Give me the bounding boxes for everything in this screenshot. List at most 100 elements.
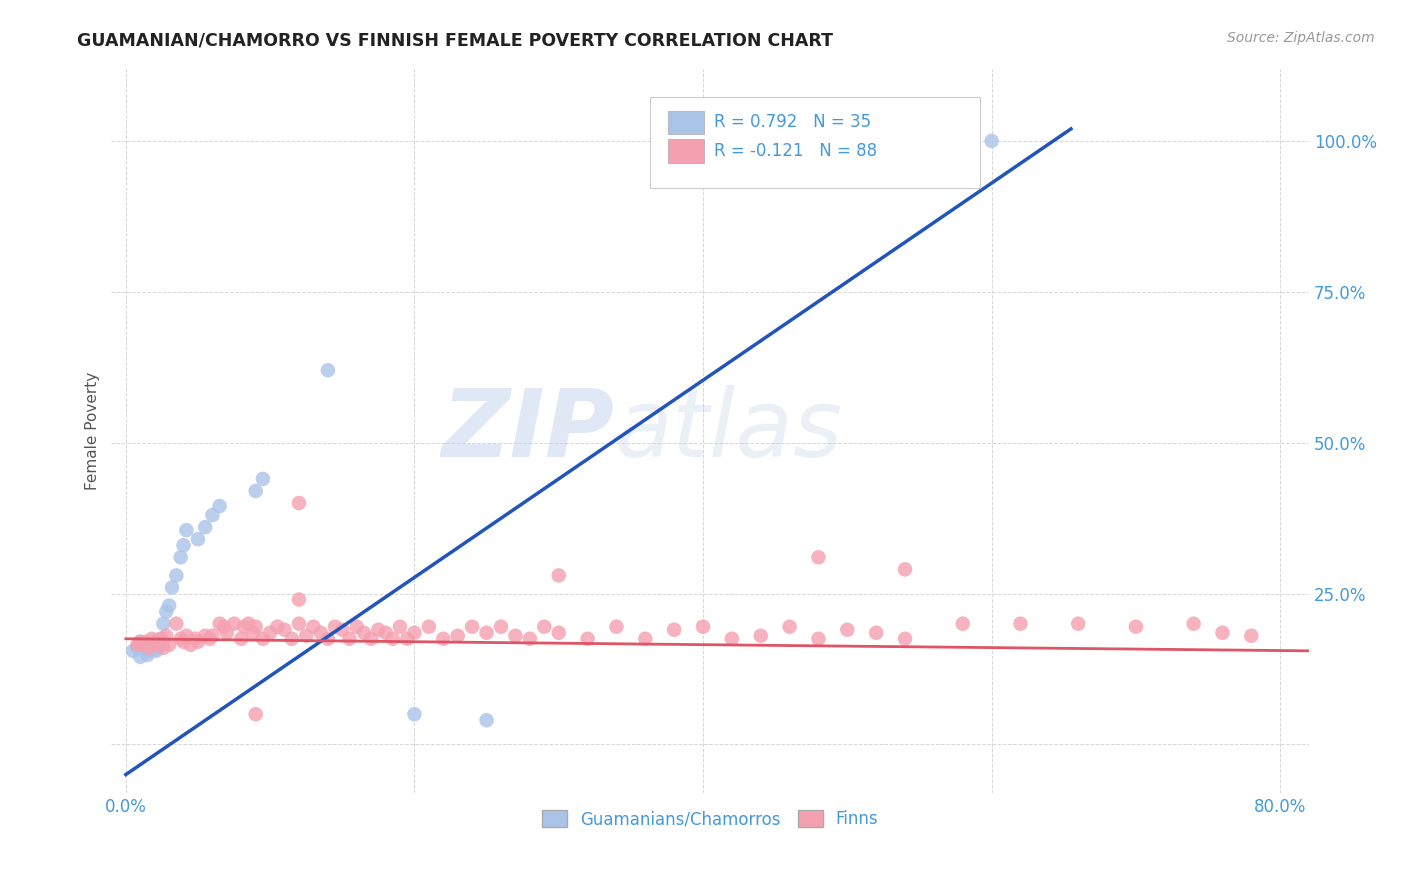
Legend: Guamanians/Chamorros, Finns: Guamanians/Chamorros, Finns xyxy=(536,804,886,835)
Point xyxy=(807,550,830,565)
Point xyxy=(187,532,209,546)
Point xyxy=(132,638,155,652)
Point xyxy=(141,636,163,650)
Point xyxy=(576,632,599,646)
Point xyxy=(145,644,167,658)
Point xyxy=(396,632,419,646)
Point xyxy=(1067,616,1090,631)
Point xyxy=(157,638,180,652)
Point xyxy=(519,632,541,646)
Point xyxy=(155,605,177,619)
Point xyxy=(252,632,274,646)
Point xyxy=(721,632,744,646)
Point xyxy=(139,644,162,658)
Point xyxy=(533,620,555,634)
FancyBboxPatch shape xyxy=(668,111,704,134)
Point xyxy=(194,629,217,643)
Point xyxy=(149,632,172,646)
Point xyxy=(692,620,714,634)
Point xyxy=(127,638,149,652)
Point xyxy=(353,625,375,640)
Point xyxy=(157,599,180,613)
Point xyxy=(173,634,195,648)
Point xyxy=(150,632,173,646)
Point xyxy=(215,625,238,640)
Point xyxy=(222,616,245,631)
Point xyxy=(323,620,346,634)
Text: GUAMANIAN/CHAMORRO VS FINNISH FEMALE POVERTY CORRELATION CHART: GUAMANIAN/CHAMORRO VS FINNISH FEMALE POV… xyxy=(77,31,834,49)
Point xyxy=(1182,616,1205,631)
Point xyxy=(252,472,274,486)
Point xyxy=(309,625,332,640)
Point xyxy=(135,634,157,648)
Point xyxy=(404,707,426,722)
Point xyxy=(475,713,498,727)
Point xyxy=(330,623,353,637)
Point xyxy=(662,623,685,637)
Point xyxy=(132,638,155,652)
Point xyxy=(634,632,657,646)
Point xyxy=(184,632,207,646)
Point xyxy=(129,634,152,648)
Point xyxy=(146,634,169,648)
Point xyxy=(170,632,193,646)
Point xyxy=(122,644,145,658)
Point xyxy=(367,623,389,637)
Point xyxy=(242,625,264,640)
Point xyxy=(165,616,187,631)
Point xyxy=(208,499,231,513)
Point xyxy=(475,625,498,640)
Point xyxy=(129,649,152,664)
Point xyxy=(138,640,160,655)
Point xyxy=(404,625,426,640)
Point xyxy=(360,632,382,646)
Point xyxy=(198,632,221,646)
Point xyxy=(173,538,195,552)
Point xyxy=(489,620,512,634)
Point xyxy=(837,623,859,637)
Point xyxy=(245,620,267,634)
Point xyxy=(152,616,174,631)
Point xyxy=(1211,625,1233,640)
Text: ZIP: ZIP xyxy=(441,384,614,476)
Y-axis label: Female Poverty: Female Poverty xyxy=(86,371,100,490)
Point xyxy=(295,629,318,643)
Point xyxy=(302,620,325,634)
Point xyxy=(142,640,165,654)
Point xyxy=(288,592,311,607)
Point xyxy=(212,620,235,634)
Point xyxy=(952,616,974,631)
Point xyxy=(779,620,801,634)
Point xyxy=(231,632,253,646)
Point xyxy=(418,620,440,634)
Point xyxy=(141,632,163,646)
Point xyxy=(152,640,174,655)
Point xyxy=(749,629,772,643)
Point xyxy=(136,648,159,662)
Point xyxy=(316,632,339,646)
Point xyxy=(346,620,368,634)
Point xyxy=(201,508,224,522)
Point xyxy=(288,616,311,631)
Point xyxy=(143,634,166,648)
Point xyxy=(148,638,170,652)
Text: atlas: atlas xyxy=(614,385,842,476)
Point xyxy=(259,625,281,640)
Point xyxy=(135,644,157,658)
Point xyxy=(176,523,198,537)
FancyBboxPatch shape xyxy=(668,139,704,162)
Point xyxy=(134,642,156,657)
Point xyxy=(146,640,169,655)
Point xyxy=(176,629,198,643)
Point xyxy=(138,640,160,655)
Point xyxy=(1125,620,1147,634)
Point xyxy=(605,620,627,634)
Point xyxy=(547,568,569,582)
Point xyxy=(245,483,267,498)
Point xyxy=(160,581,183,595)
Point xyxy=(1010,616,1032,631)
Point xyxy=(238,616,260,631)
Point xyxy=(316,363,339,377)
Point xyxy=(266,620,288,634)
Point xyxy=(127,640,149,655)
